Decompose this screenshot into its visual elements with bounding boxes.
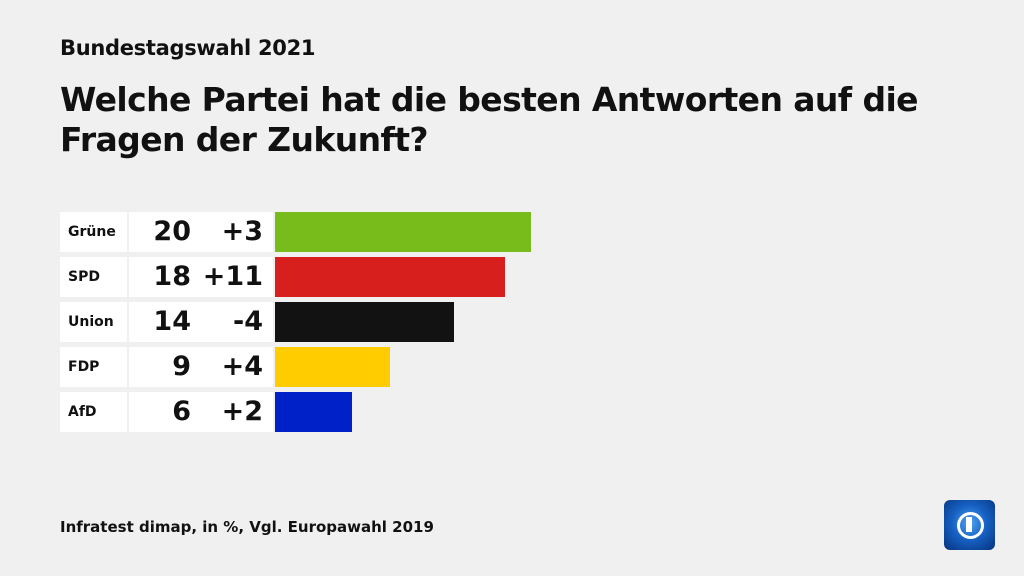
value-cell: 20 +3 [129,212,273,252]
category-label: FDP [60,347,127,387]
category-label: SPD [60,257,127,297]
data-label: 18 [153,261,191,292]
bar [275,347,391,387]
change-label: -4 [233,306,263,337]
bar [275,302,455,342]
bar [275,212,531,252]
data-label: 9 [172,351,191,382]
data-label: 20 [153,216,191,247]
value-cell: 9 +4 [129,347,273,387]
chart-title: Welche Partei hat die besten Antworten a… [60,80,919,159]
supertitle: Bundestagswahl 2021 [60,36,316,60]
bar [275,392,352,432]
category-label: AfD [60,392,127,432]
change-label: +4 [221,351,263,382]
category-label: Union [60,302,127,342]
source-note: Infratest dimap, in %, Vgl. Europawahl 2… [60,518,434,536]
ard-logo-icon [944,500,995,550]
change-label: +11 [202,261,263,292]
bar [275,257,506,297]
data-label: 14 [153,306,191,337]
value-cell: 14 -4 [129,302,273,342]
change-label: +3 [221,216,263,247]
value-cell: 18 +11 [129,257,273,297]
category-label: Grüne [60,212,127,252]
value-cell: 6 +2 [129,392,273,432]
change-label: +2 [221,396,263,427]
data-label: 6 [172,396,191,427]
